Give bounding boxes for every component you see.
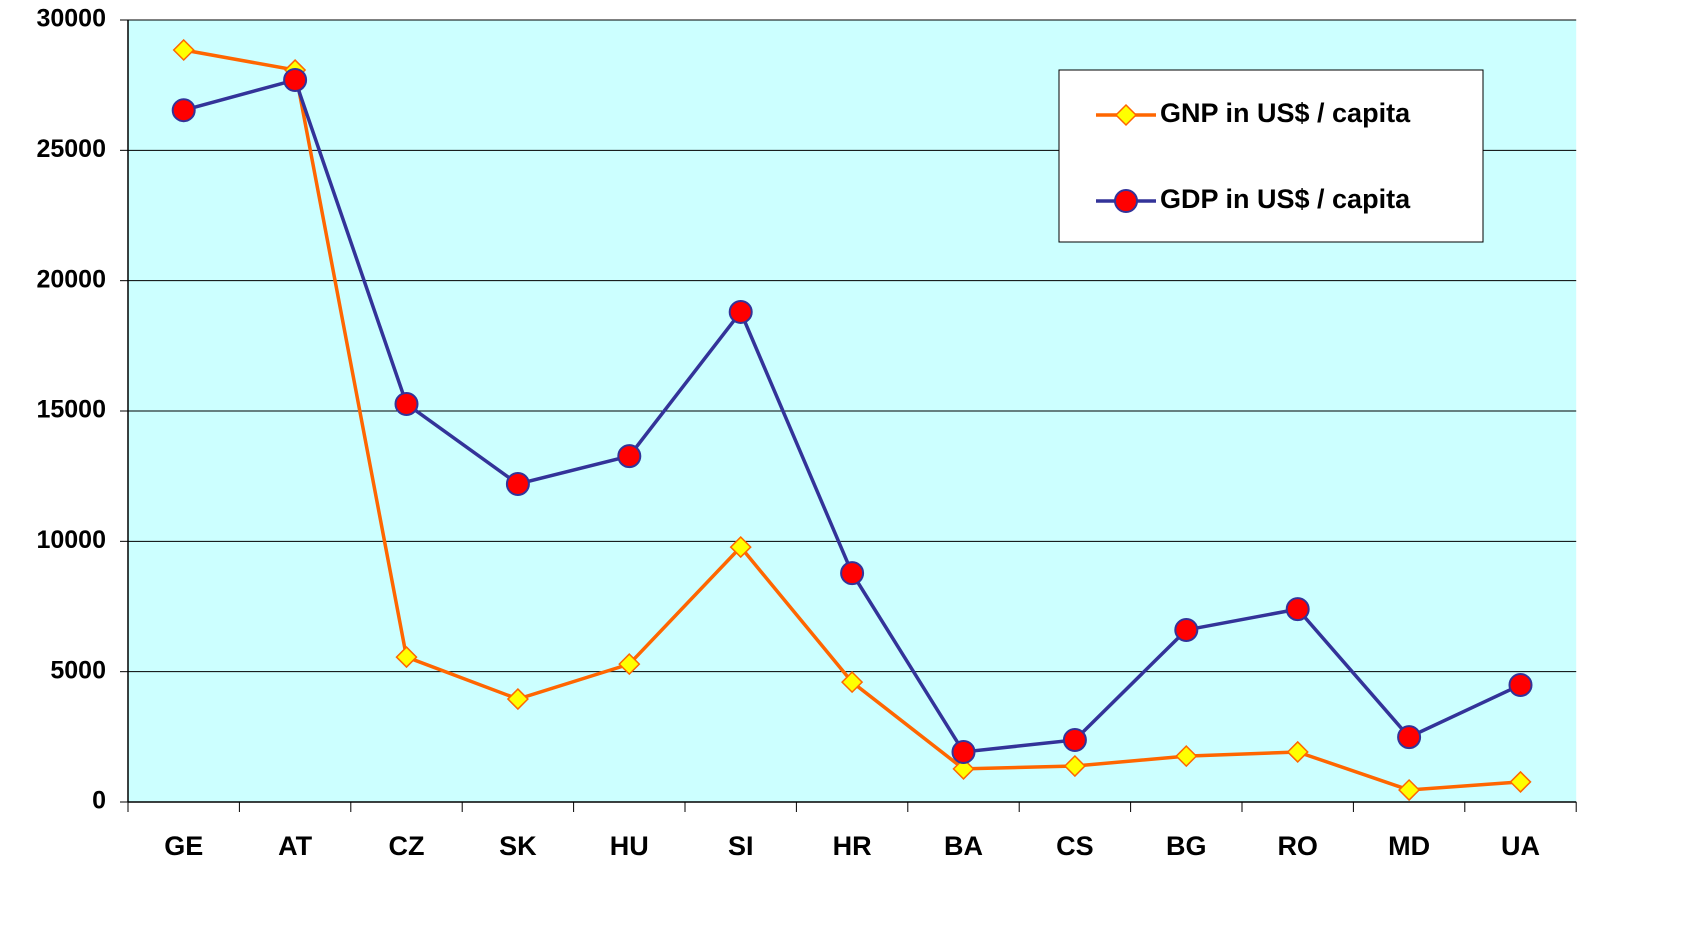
legend-label: GDP in US$ / capita — [1160, 184, 1411, 214]
x-tick-label: RO — [1277, 831, 1318, 861]
marker — [1174, 617, 1199, 642]
marker — [1286, 740, 1309, 764]
x-tick-label: HU — [610, 831, 649, 861]
y-tick-label: 25000 — [36, 135, 106, 163]
marker — [1063, 754, 1086, 778]
x-tick-label: BG — [1166, 831, 1207, 861]
marker — [729, 536, 752, 559]
y-tick-label: 5000 — [50, 656, 106, 684]
marker — [1114, 103, 1138, 127]
x-tick-label: SK — [499, 831, 537, 861]
marker — [1398, 778, 1421, 802]
marker — [506, 687, 529, 711]
legend — [1058, 69, 1484, 243]
x-tick-label: SI — [728, 831, 754, 861]
x-tick-label: CZ — [389, 831, 425, 861]
marker — [1508, 672, 1533, 697]
legend-label: GNP in US$ / capita — [1160, 98, 1411, 128]
marker — [505, 471, 530, 496]
marker — [951, 739, 976, 764]
y-tick-label: 0 — [92, 787, 106, 815]
x-tick-label: AT — [278, 831, 312, 861]
y-tick-label: 10000 — [36, 526, 106, 554]
x-tick-label: BA — [944, 831, 983, 861]
marker — [1114, 189, 1138, 213]
marker — [618, 653, 641, 676]
x-tick-label: MD — [1388, 831, 1430, 861]
marker — [617, 444, 642, 469]
y-tick-label: 30000 — [36, 5, 106, 33]
marker — [1397, 725, 1422, 750]
x-tick-label: GE — [164, 831, 203, 861]
marker — [1509, 770, 1532, 793]
marker — [1175, 745, 1198, 768]
marker — [172, 38, 195, 62]
marker — [840, 561, 865, 586]
x-tick-label: UA — [1501, 831, 1540, 861]
marker — [1285, 597, 1310, 622]
marker — [841, 671, 864, 694]
y-tick-label: 20000 — [36, 265, 106, 293]
x-tick-label: CS — [1056, 831, 1094, 861]
marker — [952, 757, 975, 780]
marker — [1062, 727, 1087, 752]
marker — [728, 299, 753, 324]
marker — [171, 98, 196, 123]
x-tick-label: HR — [833, 831, 872, 861]
y-tick-label: 15000 — [36, 396, 106, 424]
marker — [394, 391, 419, 416]
marker — [283, 67, 308, 92]
marker — [395, 646, 418, 669]
